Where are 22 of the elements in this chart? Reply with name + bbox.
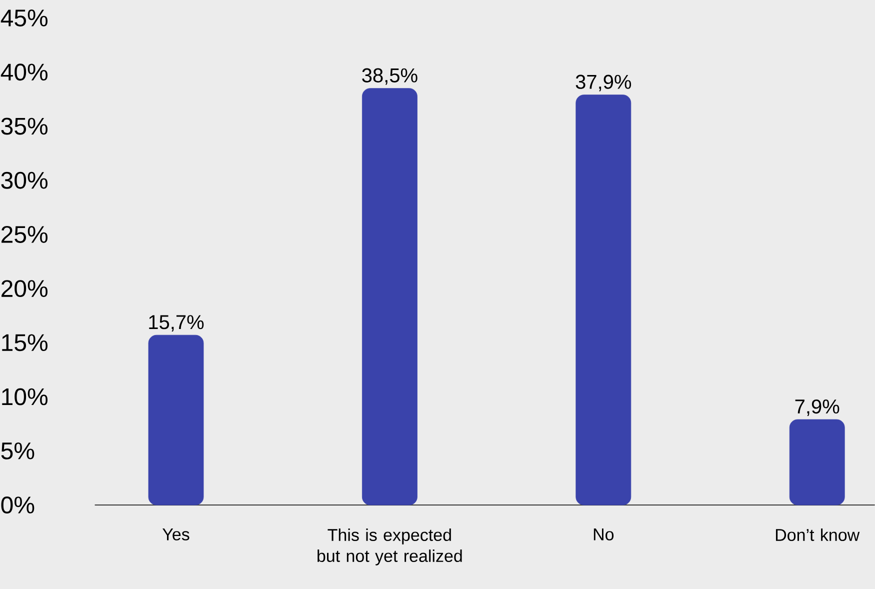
y-tick-label: 5%: [1, 442, 34, 460]
data-label: 38,5%: [362, 68, 418, 85]
bar: [362, 88, 418, 506]
y-tick-label: 20%: [2, 280, 48, 298]
y-tick-label: 35%: [1, 118, 48, 135]
x-tick-label: This is expected but not yet realized: [318, 528, 462, 566]
y-tick-label: 25%: [2, 226, 48, 243]
x-tick-label: Yes: [162, 528, 190, 540]
data-label: 15,7%: [149, 315, 204, 332]
bar: [148, 334, 204, 506]
y-tick-label: 15%: [2, 334, 48, 352]
bar: [576, 94, 632, 506]
x-tick-label: No: [594, 528, 614, 540]
bar: [789, 419, 845, 506]
y-tick-label: 10%: [2, 388, 48, 406]
data-label: 37,9%: [576, 74, 632, 92]
y-tick-label: 30%: [1, 172, 48, 189]
data-label: 7,9%: [795, 399, 840, 416]
y-tick-label: 40%: [0, 64, 48, 81]
y-tick-label: 0%: [1, 496, 34, 514]
y-tick-label: 45%: [0, 10, 48, 26]
x-tick-label: Don’t know: [776, 528, 860, 542]
